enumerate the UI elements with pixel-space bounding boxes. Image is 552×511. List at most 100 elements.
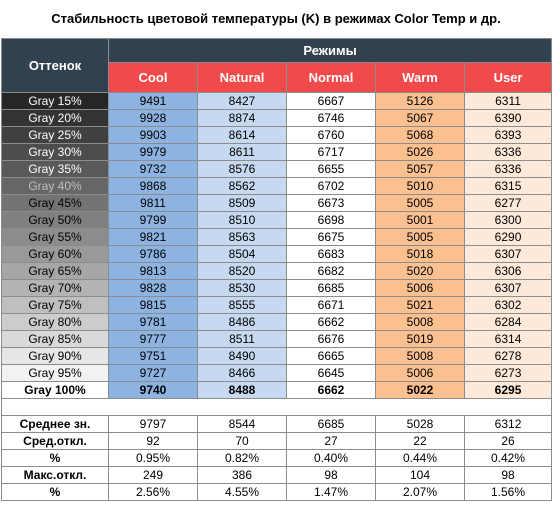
stats-rows: Среднее зн. 9797 8544 6685 5028 6312 Сред.откл… (1, 415, 552, 501)
stat-cell-normal: 98 (286, 466, 376, 484)
shade-label: Gray 75% (1, 296, 109, 314)
value-cell-normal: 6662 (286, 313, 376, 331)
value-cell-user: 6311 (463, 92, 552, 110)
stats-row: % 0.95% 0.82% 0.40% 0.44% 0.42% (1, 449, 552, 467)
value-cell-cool: 9928 (108, 109, 198, 127)
value-cell-user: 6302 (463, 296, 552, 314)
mode-header-cool: Cool (108, 62, 198, 93)
shade-label: Gray 80% (1, 313, 109, 331)
value-cell-normal: 6760 (286, 126, 376, 144)
value-cell-natural: 8563 (197, 228, 287, 246)
shade-label: Gray 65% (1, 262, 109, 280)
table-row: Gray 55% 9821 8563 6675 5005 6290 (1, 228, 552, 246)
value-cell-normal: 6676 (286, 330, 376, 348)
value-cell-cool: 9979 (108, 143, 198, 161)
value-cell-user: 6295 (463, 381, 552, 399)
value-cell-cool: 9732 (108, 160, 198, 178)
shade-label: Gray 60% (1, 245, 109, 263)
value-cell-warm: 5020 (375, 262, 465, 280)
stat-cell-warm: 104 (375, 466, 465, 484)
stat-label: % (1, 483, 109, 501)
table-row: Gray 100% 9740 8488 6662 5022 6295 (1, 381, 552, 399)
shade-label: Gray 35% (1, 160, 109, 178)
shade-label: Gray 85% (1, 330, 109, 348)
separator-cell (0, 398, 552, 416)
value-cell-normal: 6655 (286, 160, 376, 178)
value-cell-user: 6314 (463, 330, 552, 348)
mode-header-natural: Natural (197, 62, 287, 93)
mode-header-normal: Normal (286, 62, 376, 93)
value-cell-warm: 5019 (375, 330, 465, 348)
stat-cell-normal: 1.47% (286, 483, 376, 501)
value-cell-cool: 9828 (108, 279, 198, 297)
stat-cell-cool: 249 (108, 466, 198, 484)
value-cell-normal: 6662 (286, 381, 376, 399)
stat-cell-cool: 2.56% (108, 483, 198, 501)
shade-label: Gray 55% (1, 228, 109, 246)
value-cell-cool: 9813 (108, 262, 198, 280)
value-cell-cool: 9777 (108, 330, 198, 348)
value-cell-natural: 8874 (197, 109, 287, 127)
value-cell-normal: 6675 (286, 228, 376, 246)
color-temperature-table: Оттенок Режимы Cool Natural Normal Warm … (0, 38, 552, 501)
stat-cell-cool: 9797 (108, 415, 198, 433)
table-row: Gray 20% 9928 8874 6746 5067 6390 (1, 109, 552, 127)
value-cell-natural: 8509 (197, 194, 287, 212)
value-cell-natural: 8562 (197, 177, 287, 195)
value-cell-warm: 5005 (375, 194, 465, 212)
table-row: Gray 65% 9813 8520 6682 5020 6306 (1, 262, 552, 280)
value-cell-cool: 9751 (108, 347, 198, 365)
value-cell-normal: 6671 (286, 296, 376, 314)
stat-cell-cool: 92 (108, 432, 198, 450)
shade-column-header: Оттенок (1, 38, 109, 93)
value-cell-normal: 6683 (286, 245, 376, 263)
value-cell-user: 6390 (463, 109, 552, 127)
shade-label: Gray 90% (1, 347, 109, 365)
table-row: Gray 25% 9903 8614 6760 5068 6393 (1, 126, 552, 144)
value-cell-warm: 5018 (375, 245, 465, 263)
value-cell-natural: 8510 (197, 211, 287, 229)
shade-label: Gray 20% (1, 109, 109, 127)
value-cell-normal: 6667 (286, 92, 376, 110)
value-cell-cool: 9903 (108, 126, 198, 144)
table-row: Gray 70% 9828 8530 6685 5006 6307 (1, 279, 552, 297)
table-row: Gray 80% 9781 8486 6662 5008 6284 (1, 313, 552, 331)
stat-cell-cool: 0.95% (108, 449, 198, 467)
value-cell-warm: 5005 (375, 228, 465, 246)
gray-rows: Gray 15% 9491 8427 6667 5126 6311 Gray 20% 9928… (1, 92, 552, 399)
stat-cell-natural: 4.55% (197, 483, 287, 501)
separator-row (0, 398, 552, 416)
stat-cell-normal: 6685 (286, 415, 376, 433)
value-cell-normal: 6717 (286, 143, 376, 161)
value-cell-normal: 6746 (286, 109, 376, 127)
value-cell-user: 6306 (463, 262, 552, 280)
shade-label: Gray 45% (1, 194, 109, 212)
value-cell-warm: 5006 (375, 279, 465, 297)
value-cell-natural: 8555 (197, 296, 287, 314)
stat-cell-natural: 386 (197, 466, 287, 484)
value-cell-warm: 5057 (375, 160, 465, 178)
value-cell-user: 6273 (463, 364, 552, 382)
value-cell-cool: 9868 (108, 177, 198, 195)
stat-cell-normal: 27 (286, 432, 376, 450)
value-cell-user: 6284 (463, 313, 552, 331)
stat-label: Сред.откл. (1, 432, 109, 450)
value-cell-cool: 9815 (108, 296, 198, 314)
value-cell-natural: 8488 (197, 381, 287, 399)
value-cell-normal: 6673 (286, 194, 376, 212)
value-cell-normal: 6645 (286, 364, 376, 382)
stat-cell-user: 6312 (463, 415, 552, 433)
value-cell-normal: 6698 (286, 211, 376, 229)
value-cell-normal: 6665 (286, 347, 376, 365)
table-row: Gray 40% 9868 8562 6702 5010 6315 (1, 177, 552, 195)
value-cell-user: 6278 (463, 347, 552, 365)
stat-cell-warm: 5028 (375, 415, 465, 433)
stat-cell-warm: 22 (375, 432, 465, 450)
value-cell-cool: 9799 (108, 211, 198, 229)
shade-label: Gray 100% (1, 381, 109, 399)
value-cell-user: 6336 (463, 160, 552, 178)
table-row: Gray 50% 9799 8510 6698 5001 6300 (1, 211, 552, 229)
value-cell-natural: 8614 (197, 126, 287, 144)
value-cell-natural: 8490 (197, 347, 287, 365)
stats-row: Макс.откл. 249 386 98 104 98 (1, 466, 552, 484)
